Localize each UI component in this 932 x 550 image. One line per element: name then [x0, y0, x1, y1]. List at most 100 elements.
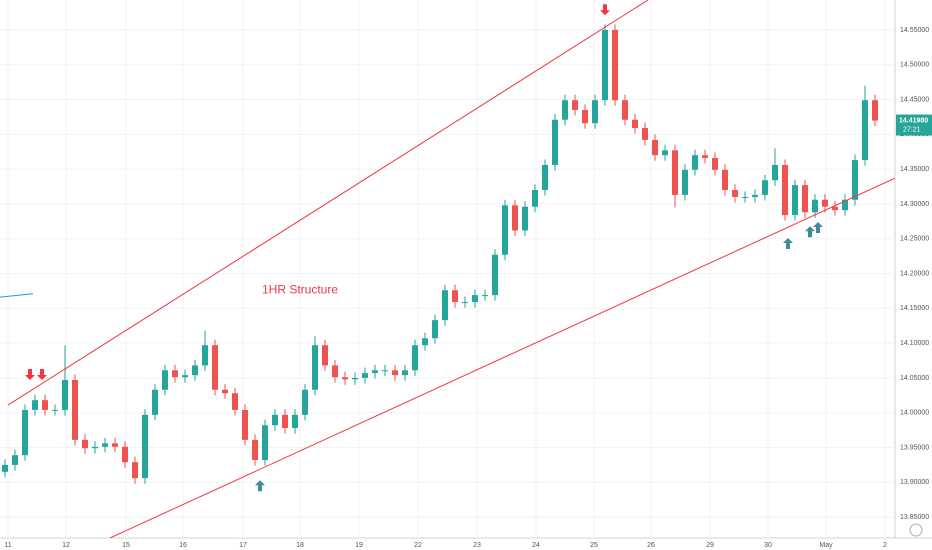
last-price-label: 14.41980: [899, 117, 928, 124]
x-tick-label: 26: [647, 542, 655, 549]
candle-body: [82, 439, 88, 449]
candle-body: [792, 185, 798, 216]
candle-body: [752, 194, 758, 197]
y-tick-label: 13.85000: [900, 514, 929, 521]
candle-body: [102, 443, 108, 447]
candle-body: [632, 119, 638, 129]
y-tick-label: 14.05000: [900, 375, 929, 382]
candle-body: [862, 100, 868, 161]
x-tick-label: 15: [122, 542, 130, 549]
candle-body: [782, 164, 788, 216]
trend-line: [0, 293, 34, 298]
candle-body: [22, 409, 28, 456]
candle-body: [242, 409, 248, 440]
x-tick-label: 2: [883, 542, 887, 549]
candle-body: [522, 206, 528, 231]
arrow-marker: [25, 369, 35, 381]
x-tick-label: 22: [414, 542, 422, 549]
countdown-label: 27:21: [903, 126, 921, 133]
candle-body: [722, 169, 728, 191]
y-tick-label: 14.15000: [900, 305, 929, 312]
candle-body: [322, 345, 328, 366]
candle-body: [362, 373, 368, 378]
candle-body: [62, 380, 68, 410]
x-tick-label: 19: [355, 542, 363, 549]
candle-body: [222, 389, 228, 394]
x-tick-label: 11: [4, 542, 11, 549]
candle-body: [592, 100, 598, 124]
candle-body: [802, 185, 808, 213]
candle-body: [382, 370, 388, 372]
candle-body: [582, 109, 588, 124]
x-tick-label: 16: [179, 542, 187, 549]
candle-body: [732, 190, 738, 197]
y-tick-label: 14.35000: [900, 166, 929, 173]
candle-body: [342, 377, 348, 380]
candle-body: [612, 29, 618, 101]
x-tick-label: 29: [706, 542, 714, 549]
arrow-marker: [813, 222, 823, 234]
candle-body: [562, 100, 568, 120]
candle-body: [122, 446, 128, 463]
candle-body: [692, 155, 698, 170]
arrow-marker: [805, 226, 815, 238]
candle-body: [412, 345, 418, 371]
candle-body: [282, 414, 288, 429]
candle-body: [232, 393, 238, 410]
candle-body: [842, 199, 848, 211]
trend-line: [7, 0, 649, 406]
x-tick-label: 17: [239, 542, 247, 549]
candle-body: [742, 196, 748, 198]
candle-body: [302, 389, 308, 415]
candle-body: [532, 190, 538, 207]
x-tick-label: 24: [532, 542, 540, 549]
candle-body: [32, 400, 38, 410]
candle-body: [372, 370, 378, 374]
arrow-marker: [255, 480, 265, 492]
candle-body: [762, 180, 768, 195]
x-tick-label: 25: [590, 542, 598, 549]
candle-body: [262, 425, 268, 461]
candle-body: [112, 443, 118, 447]
candle-body: [142, 414, 148, 479]
candle-body: [712, 157, 718, 170]
candle-body: [622, 100, 628, 120]
candle-body: [642, 128, 648, 140]
candle-body: [832, 206, 838, 211]
candle-body: [462, 302, 468, 304]
candle-body: [162, 370, 168, 390]
x-tick-label: 23: [473, 542, 481, 549]
arrow-marker: [600, 4, 610, 16]
candle-body: [2, 464, 8, 472]
candle-body: [812, 199, 818, 213]
candle-body: [572, 100, 578, 110]
x-tick-label: May: [819, 542, 833, 549]
candle-body: [332, 365, 338, 378]
candle-body: [442, 290, 448, 321]
candle-body: [402, 370, 408, 376]
arrow-marker: [783, 238, 793, 250]
candle-body: [432, 320, 438, 339]
candle-body: [472, 295, 478, 303]
candle-body: [682, 169, 688, 195]
candle-body: [172, 370, 178, 378]
candle-body: [652, 139, 658, 156]
candle-body: [272, 414, 278, 426]
candle-body: [872, 100, 878, 121]
candle-body: [42, 400, 48, 410]
candle-body: [422, 338, 428, 346]
candle-body: [352, 377, 358, 380]
candle-body: [312, 345, 318, 390]
candle-body: [152, 389, 158, 415]
axes: 13.85000 13.90000 13.95000 14.00000 14.05000…: [4, 27, 932, 549]
grid: [0, 0, 895, 538]
y-tick-label: 14.25000: [900, 236, 929, 243]
candle-body: [292, 414, 298, 429]
arrow-marker: [37, 369, 47, 381]
y-tick-label: 14.45000: [900, 96, 929, 103]
candle-body: [602, 29, 608, 101]
y-tick-label: 13.95000: [900, 444, 929, 451]
auto-scale-button[interactable]: [909, 523, 923, 537]
